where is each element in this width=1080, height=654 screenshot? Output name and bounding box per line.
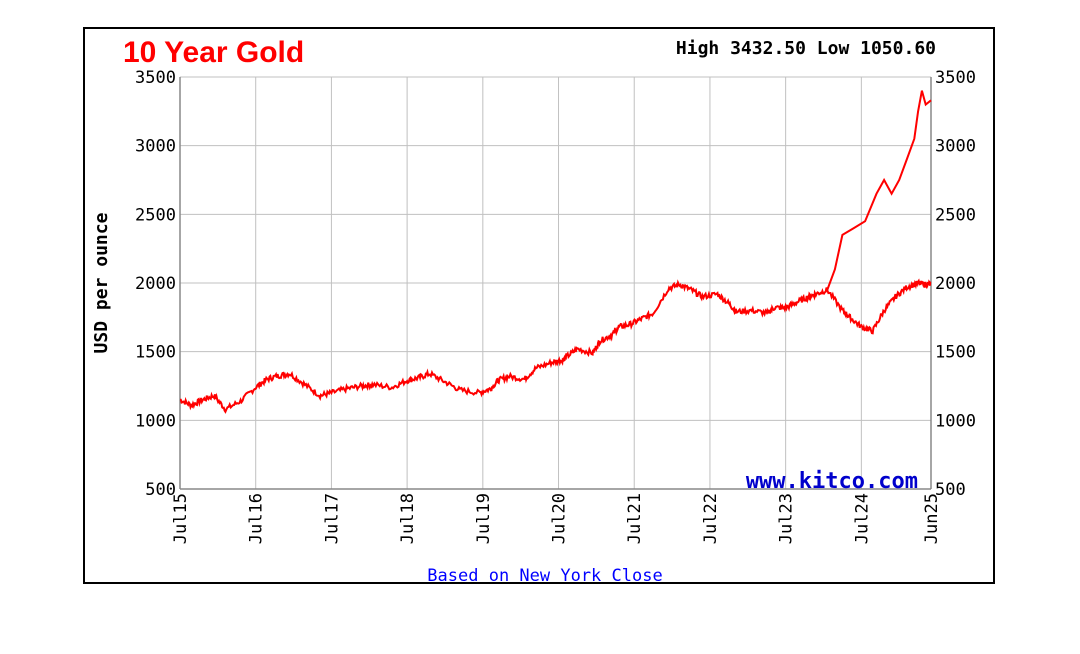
y-ticks-right: 3500 3000 2500 2000 1500 1000 500 — [935, 68, 976, 500]
gold-price-line — [179, 278, 932, 414]
watermark: www.kitco.com — [746, 469, 918, 494]
x-ticks: Jul15 Jul16 Jul17 Jul18 Jul19 Jul20 Jul21 Jul22… — [171, 493, 942, 544]
y-tick-label-left: 2500 — [135, 205, 176, 225]
high-low-label: High 3432.50 Low 1050.60 — [676, 38, 936, 59]
y-tick-label-left: 3000 — [135, 137, 176, 157]
footer-note: Based on New York Close — [427, 566, 662, 584]
y-tick-label-left: 1500 — [135, 343, 176, 363]
y-tick-label-left: 500 — [145, 480, 176, 500]
y-tick-label-left: 2000 — [135, 274, 176, 294]
x-tick-label: Jul19 — [474, 493, 494, 544]
x-tick-label: Jul15 — [171, 493, 191, 544]
x-tick-label: Jul16 — [247, 493, 267, 544]
x-tick-label: Jun25 — [922, 493, 942, 544]
x-tick-label: Jul20 — [550, 493, 570, 544]
chart-title: 10 Year Gold — [123, 36, 304, 69]
x-tick-label: Jul17 — [322, 493, 342, 544]
y-tick-label-right: 3000 — [935, 137, 976, 157]
x-tick-label: Jul22 — [701, 493, 721, 544]
x-tick-label: Jul18 — [398, 493, 418, 544]
x-tick-label: Jul23 — [777, 493, 797, 544]
y-tick-label-right: 2000 — [935, 274, 976, 294]
y-tick-label-right: 1500 — [935, 343, 976, 363]
y-tick-label-right: 1000 — [935, 411, 976, 431]
chart-frame: 3500 3000 2500 2000 1500 1000 500 3500 3000 2500… — [83, 27, 995, 584]
y-tick-label-left: 3500 — [135, 68, 176, 88]
y-ticks-left: 3500 3000 2500 2000 1500 1000 500 — [135, 68, 176, 500]
gold-chart: 3500 3000 2500 2000 1500 1000 500 3500 3000 2500… — [91, 36, 976, 584]
y-tick-label-right: 500 — [935, 480, 966, 500]
gold-price-line-tail — [826, 90, 932, 291]
y-axis-label: USD per ounce — [91, 212, 112, 353]
y-tick-label-left: 1000 — [135, 411, 176, 431]
x-tick-label: Jul24 — [852, 493, 872, 544]
x-tick-label: Jul21 — [625, 493, 645, 544]
y-tick-label-right: 2500 — [935, 205, 976, 225]
y-tick-label-right: 3500 — [935, 68, 976, 88]
